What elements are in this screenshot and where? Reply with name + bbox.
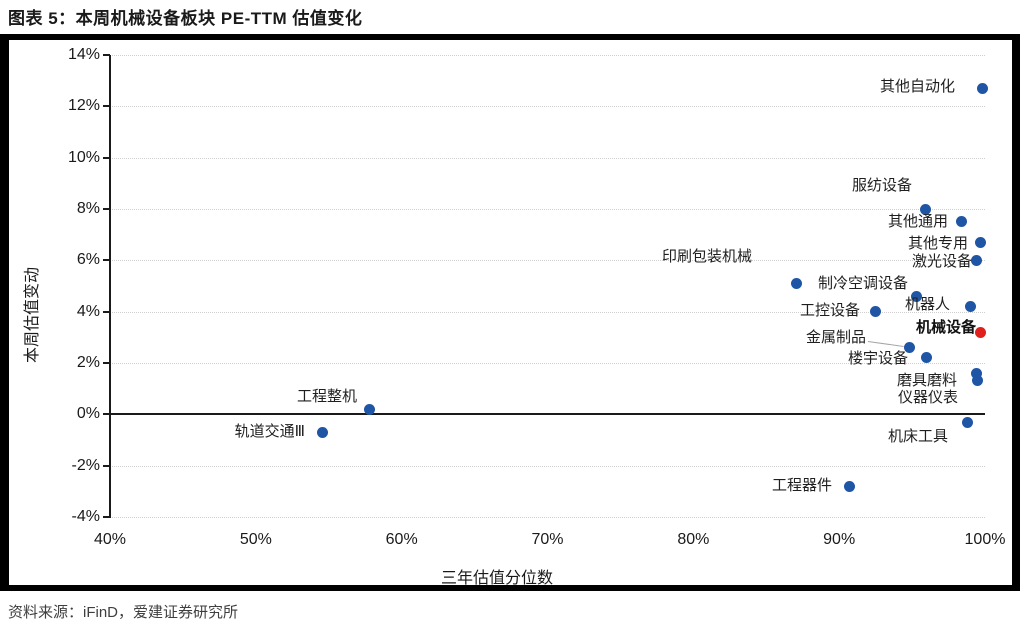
y-tick-label: 0% <box>76 405 100 423</box>
point-label: 楼宇设备 <box>847 350 908 367</box>
y-axis-tick <box>103 516 110 518</box>
y-axis-tick <box>103 413 110 416</box>
y-axis-tick <box>103 156 110 159</box>
point-label: 机床工具 <box>887 428 948 445</box>
frame-right-bar <box>1012 34 1020 591</box>
x-tick-label: 60% <box>385 531 418 548</box>
x-tick-label: 100% <box>964 531 1006 548</box>
point-label: 磨具磨料 <box>896 372 957 389</box>
data-point <box>843 480 855 492</box>
point-label: 金属制品 <box>805 329 866 346</box>
data-point <box>910 290 922 302</box>
data-point <box>870 306 882 318</box>
x-tick-label: 40% <box>93 531 127 548</box>
y-axis-tick <box>103 105 110 108</box>
gridline <box>110 465 985 467</box>
gridline <box>110 517 985 518</box>
point-label: 机械设备 <box>915 319 976 336</box>
data-point <box>975 326 987 338</box>
data-point <box>791 277 803 289</box>
point-label: 其他自动化 <box>879 78 955 95</box>
y-tick-label: 2% <box>76 354 100 371</box>
point-label: 仪器仪表 <box>897 389 958 406</box>
data-point <box>970 254 982 266</box>
frame-top-bar <box>0 34 1020 40</box>
figure-title: 图表 5：本周机械设备板块 PE-TTM 估值变化 <box>8 9 363 28</box>
data-point <box>976 82 988 94</box>
point-label: 激光设备 <box>911 253 972 270</box>
y-axis-tick <box>103 464 110 467</box>
source-note: 资料来源：iFinD，爱建证券研究所 <box>8 604 239 621</box>
data-point <box>956 216 968 228</box>
point-label: 其他专用 <box>907 235 968 252</box>
data-point <box>919 203 931 215</box>
y-axis-tick <box>103 54 110 56</box>
gridline <box>110 363 985 364</box>
y-tick-label: -4% <box>71 508 100 525</box>
data-point <box>975 236 987 248</box>
x-tick-label: 90% <box>823 531 856 548</box>
data-point <box>903 342 915 354</box>
y-tick-label: -2% <box>71 456 100 474</box>
y-axis-tick <box>103 362 110 364</box>
frame-bottom-bar <box>0 585 1020 591</box>
data-point <box>962 416 973 428</box>
point-label: 制冷空调设备 <box>818 275 909 292</box>
y-axis-tick <box>103 310 110 313</box>
y-axis-tick <box>103 208 110 210</box>
y-axis-line <box>109 55 111 518</box>
gridline <box>110 311 985 313</box>
x-tick-label: 80% <box>677 531 710 548</box>
y-tick-label: 14% <box>67 46 100 63</box>
x-tick-label: 50% <box>239 531 272 548</box>
zero-axis-line <box>110 413 985 416</box>
x-tick-label: 70% <box>531 531 564 548</box>
y-tick-label: 6% <box>76 251 100 269</box>
point-label: 工程整机 <box>296 388 357 405</box>
data-point <box>317 426 329 438</box>
gridline <box>110 260 985 262</box>
data-point <box>364 403 376 415</box>
point-label: 其他通用 <box>887 213 948 230</box>
point-label: 服纺设备 <box>851 177 912 194</box>
x-axis-title: 三年估值分位数 <box>440 570 553 587</box>
point-label: 轨道交通Ⅲ <box>234 423 305 440</box>
y-tick-label: 8% <box>76 200 100 217</box>
data-point <box>970 367 982 379</box>
y-tick-label: 4% <box>76 302 100 320</box>
point-label: 工控设备 <box>799 302 860 319</box>
frame-left-bar <box>0 34 9 591</box>
gridline <box>110 157 985 159</box>
gridline <box>110 209 985 210</box>
gridline <box>110 106 985 108</box>
y-tick-label: 10% <box>67 148 100 166</box>
data-point <box>964 301 976 313</box>
y-tick-label: 12% <box>67 97 100 115</box>
y-axis-tick <box>103 259 110 262</box>
point-label: 机器人 <box>904 296 950 313</box>
point-label: 印刷包装机械 <box>662 248 753 265</box>
data-point <box>972 375 984 387</box>
data-point <box>921 352 933 364</box>
point-label: 工程器件 <box>771 477 832 494</box>
gridline <box>110 55 985 56</box>
y-axis-title: 本周估值变动 <box>24 267 41 364</box>
